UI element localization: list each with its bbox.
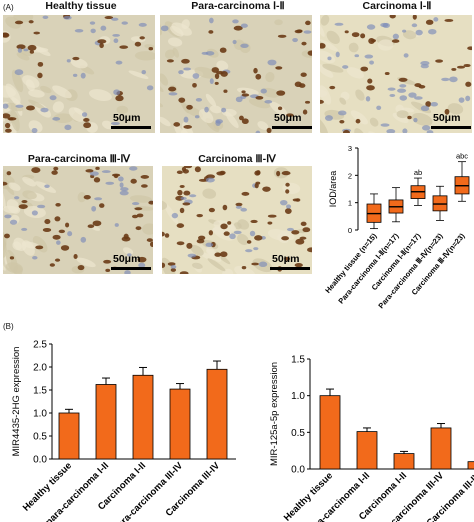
y-tick-label: 1 (348, 199, 352, 208)
y-axis-label: MIR-125a-5p expression (269, 362, 280, 466)
y-tick-label: 2.0 (33, 363, 47, 374)
micrograph-healthy-tissue: 50μm (3, 15, 155, 133)
bar (467, 461, 474, 470)
y-tick-label: 2.5 (33, 340, 47, 351)
y-tick-label: 0.5 (33, 432, 47, 443)
scale-bar (111, 267, 151, 270)
y-tick-label: 0 (348, 226, 352, 235)
bar (319, 395, 341, 470)
y-tick-label: 0.0 (291, 465, 305, 476)
image-title-healthy: Healthy tissue (45, 0, 117, 12)
bar-chart-mir4435-2hg: 0.0 0.5 1.0 1.5 2.0 2.5 MIR4435-2HG expression… (11, 340, 236, 522)
scale-label: 50μm (113, 112, 141, 124)
bar (132, 374, 154, 460)
y-tick-label: 0.5 (291, 428, 305, 439)
scale-bar (270, 267, 310, 270)
bar (169, 388, 191, 460)
y-tick-label: 1.5 (33, 386, 47, 397)
scale-label: 50μm (272, 253, 300, 265)
micrograph-carcinoma-1-2: 50μm (320, 15, 472, 133)
panel-a-label: (A) (3, 3, 14, 12)
box-annotation: abc (456, 152, 468, 161)
image-title-carcinoma-1-2: Carcinoma Ⅰ-Ⅱ (362, 0, 432, 12)
image-title-carcinoma-3-4: Carcinoma Ⅲ-Ⅳ (198, 153, 276, 165)
image-title-para-1-2: Para-carcinoma Ⅰ-Ⅱ (191, 0, 285, 12)
y-tick-label: 1.5 (291, 355, 305, 366)
y-tick-label: 0.0 (33, 455, 47, 466)
y-tick-label: 1.0 (33, 409, 47, 420)
y-tick-label: 3 (348, 144, 352, 153)
bar (95, 384, 117, 460)
y-axis-label: MIR4435-2HG expression (11, 347, 22, 457)
bar (393, 453, 415, 470)
scale-bar (111, 126, 151, 129)
micrograph-para-carcinoma-1-2: 50μm (160, 15, 312, 133)
box-annotation: ab (414, 168, 422, 177)
image-title-para-3-4: Para-carcinoma Ⅲ-Ⅳ (27, 153, 131, 165)
bar (206, 368, 228, 460)
y-axis-label: IOD/area (328, 171, 338, 208)
bar (356, 431, 378, 470)
x-tick-label: para-carcinoma I-II (44, 460, 112, 522)
panel-b-label: (B) (3, 322, 14, 331)
micrograph-carcinoma-3-4: 50μm (162, 166, 312, 274)
scale-bar (272, 126, 312, 129)
scale-bar (431, 126, 471, 129)
scale-label: 50μm (113, 253, 141, 265)
bar (430, 427, 452, 470)
scale-label: 50μm (433, 112, 461, 124)
y-tick-label: 1.0 (291, 391, 305, 402)
micrograph-para-carcinoma-3-4: 50μm (3, 166, 153, 274)
scale-label: 50μm (274, 112, 302, 124)
y-tick-label: 2 (348, 171, 352, 180)
bar (58, 412, 80, 460)
